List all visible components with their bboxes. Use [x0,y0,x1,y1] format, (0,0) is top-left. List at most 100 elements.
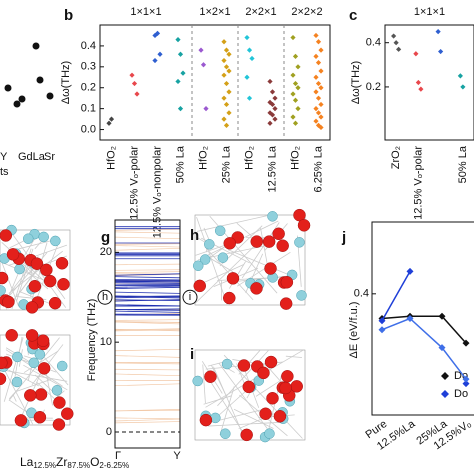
x-tick-label: Γ [115,450,121,462]
axes-frame [384,24,474,141]
point [269,89,276,95]
point [175,78,181,85]
point [180,70,186,76]
point [313,106,319,112]
bond [255,381,280,397]
atom [57,277,70,291]
point [290,114,296,120]
point [315,95,322,101]
point [315,80,322,87]
x-tick-label: HfO₂ [105,146,117,170]
band-line [114,228,181,231]
point [406,267,414,275]
y-tick-label: 20 [100,246,112,258]
point [378,326,386,334]
atom [34,349,46,360]
group-label: 2×2×1 [245,6,276,18]
point [318,101,324,108]
caption-part: 87.5% [67,461,90,470]
point [396,46,402,52]
point [269,112,276,118]
atom [38,231,49,243]
point [290,34,296,41]
point [175,37,181,43]
bond [3,262,48,283]
atom [262,235,276,248]
panel-label: h [190,227,199,244]
point [318,68,324,74]
band-line [114,273,181,277]
point [318,114,324,120]
atom [199,413,213,427]
marker-circle [97,289,113,305]
point [418,86,424,92]
panel-label: c [349,7,357,24]
a-tick: Sr [44,151,55,163]
atom [0,356,8,370]
point [435,29,441,35]
atom [257,366,270,380]
point [318,85,324,91]
axes-frame [99,24,331,141]
group-label: 1×1×1 [130,6,161,18]
bond [8,250,63,294]
atom [25,329,39,342]
point [244,74,250,80]
point [272,116,278,122]
a-tick: Y [0,151,8,163]
bond [196,216,228,306]
atom [297,219,311,232]
point [315,39,322,45]
point [152,57,158,64]
atom [34,388,48,401]
point [106,120,112,126]
legend-marker [441,372,449,380]
axes-frame [371,221,474,416]
band-line [114,383,181,387]
atom [192,260,204,271]
point [438,344,446,352]
x-tick-label: 50% La [174,145,186,183]
axes-frame [114,219,181,449]
atom [264,355,278,369]
atom [267,211,278,222]
caption-part: Zr [56,455,67,469]
x-tick-label: 50% La [457,145,469,183]
bond [0,258,20,307]
y-label: Δω(THz) [60,61,72,104]
bond [196,215,268,232]
point [203,106,209,112]
x-tick-label: 12.5% Vₒ-polar [412,146,424,220]
atom [279,381,292,395]
atom [223,291,236,305]
x-tick-label: 6.25% La [312,145,324,192]
point [292,97,299,103]
atom [28,279,42,293]
cell [194,214,306,306]
band-line [114,231,181,234]
band-line [114,409,181,412]
atom [50,235,61,247]
atom [273,410,287,423]
point [438,48,444,55]
atom [280,275,294,289]
point [295,106,301,112]
bond [218,362,268,429]
atom [217,252,229,263]
legend-marker [441,390,449,398]
point [391,33,397,39]
group-label: 1×2×1 [199,6,230,18]
band-line [114,271,181,273]
bond [8,369,40,387]
atom [272,227,285,241]
atom [40,263,53,277]
band-line [114,279,181,282]
panel-label: b [64,7,73,24]
band-line [114,417,181,420]
atom [0,271,9,285]
point [249,55,255,62]
point [177,106,184,112]
band-line [114,421,181,424]
atom [14,263,25,275]
